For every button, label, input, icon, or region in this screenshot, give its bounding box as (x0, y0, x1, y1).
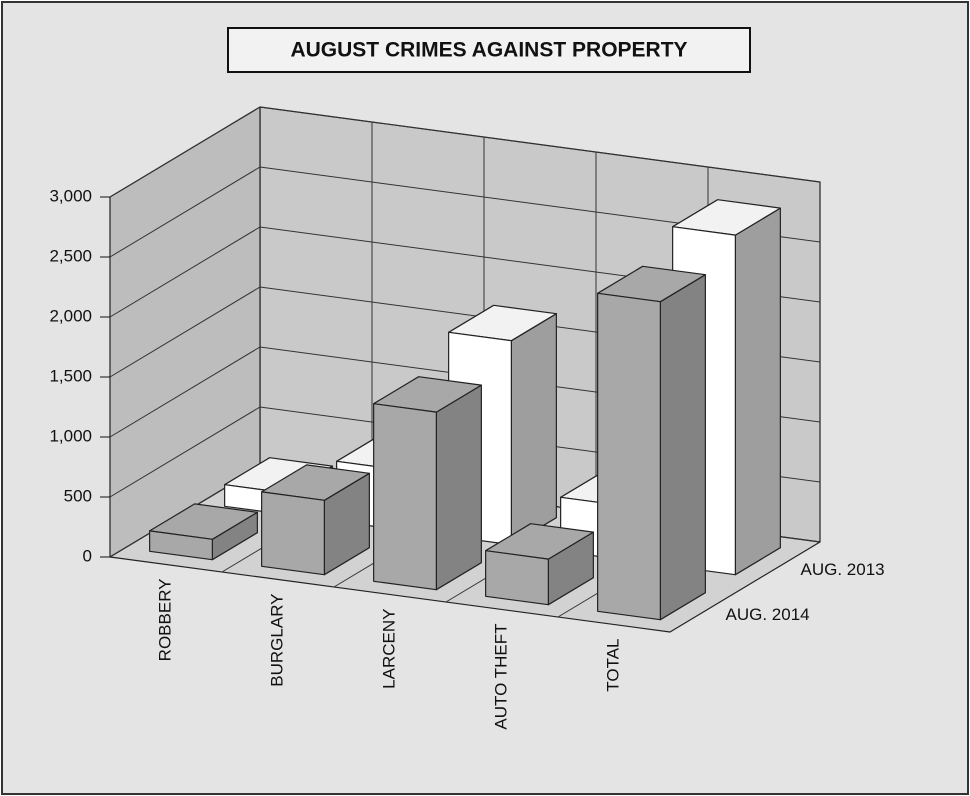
bar-front (373, 403, 437, 591)
grid-line (109, 106, 821, 198)
series-label: AUG. 2013 (801, 560, 885, 579)
y-tick-label: 1,500 (49, 366, 92, 385)
plot-area: 0 500 1,000 1,500 2,000 2,500 3,000 ROBBERY BURG… (49, 106, 885, 730)
bar-side (435, 384, 482, 591)
title-box (227, 27, 751, 73)
y-tick-label: 2,000 (49, 306, 92, 325)
series-label: AUG. 2014 (726, 605, 810, 624)
bar-side (734, 207, 781, 576)
y-tick-label: 2,500 (49, 246, 92, 265)
bar-side (659, 274, 706, 621)
x-tick-label: LARCENY (379, 609, 398, 689)
y-tick-label: 3,000 (49, 186, 92, 205)
y-tick-label: 500 (64, 486, 92, 505)
bar-front (149, 530, 213, 561)
y-tick-label: 1,000 (49, 426, 92, 445)
grid-line (109, 166, 821, 258)
y-tick-label: 0 (83, 546, 92, 565)
x-tick-label: BURGLARY (267, 594, 286, 687)
bar-front (485, 550, 549, 606)
x-tick-label: TOTAL (603, 639, 622, 692)
bar-front (261, 491, 325, 576)
bar-front (597, 292, 661, 621)
x-tick-label: ROBBERY (155, 579, 174, 662)
chart-title: AUGUST CRIMES AGAINST PROPERTY (290, 39, 687, 62)
bar-side (510, 313, 557, 546)
x-tick-label: AUTO THEFT (491, 624, 510, 730)
